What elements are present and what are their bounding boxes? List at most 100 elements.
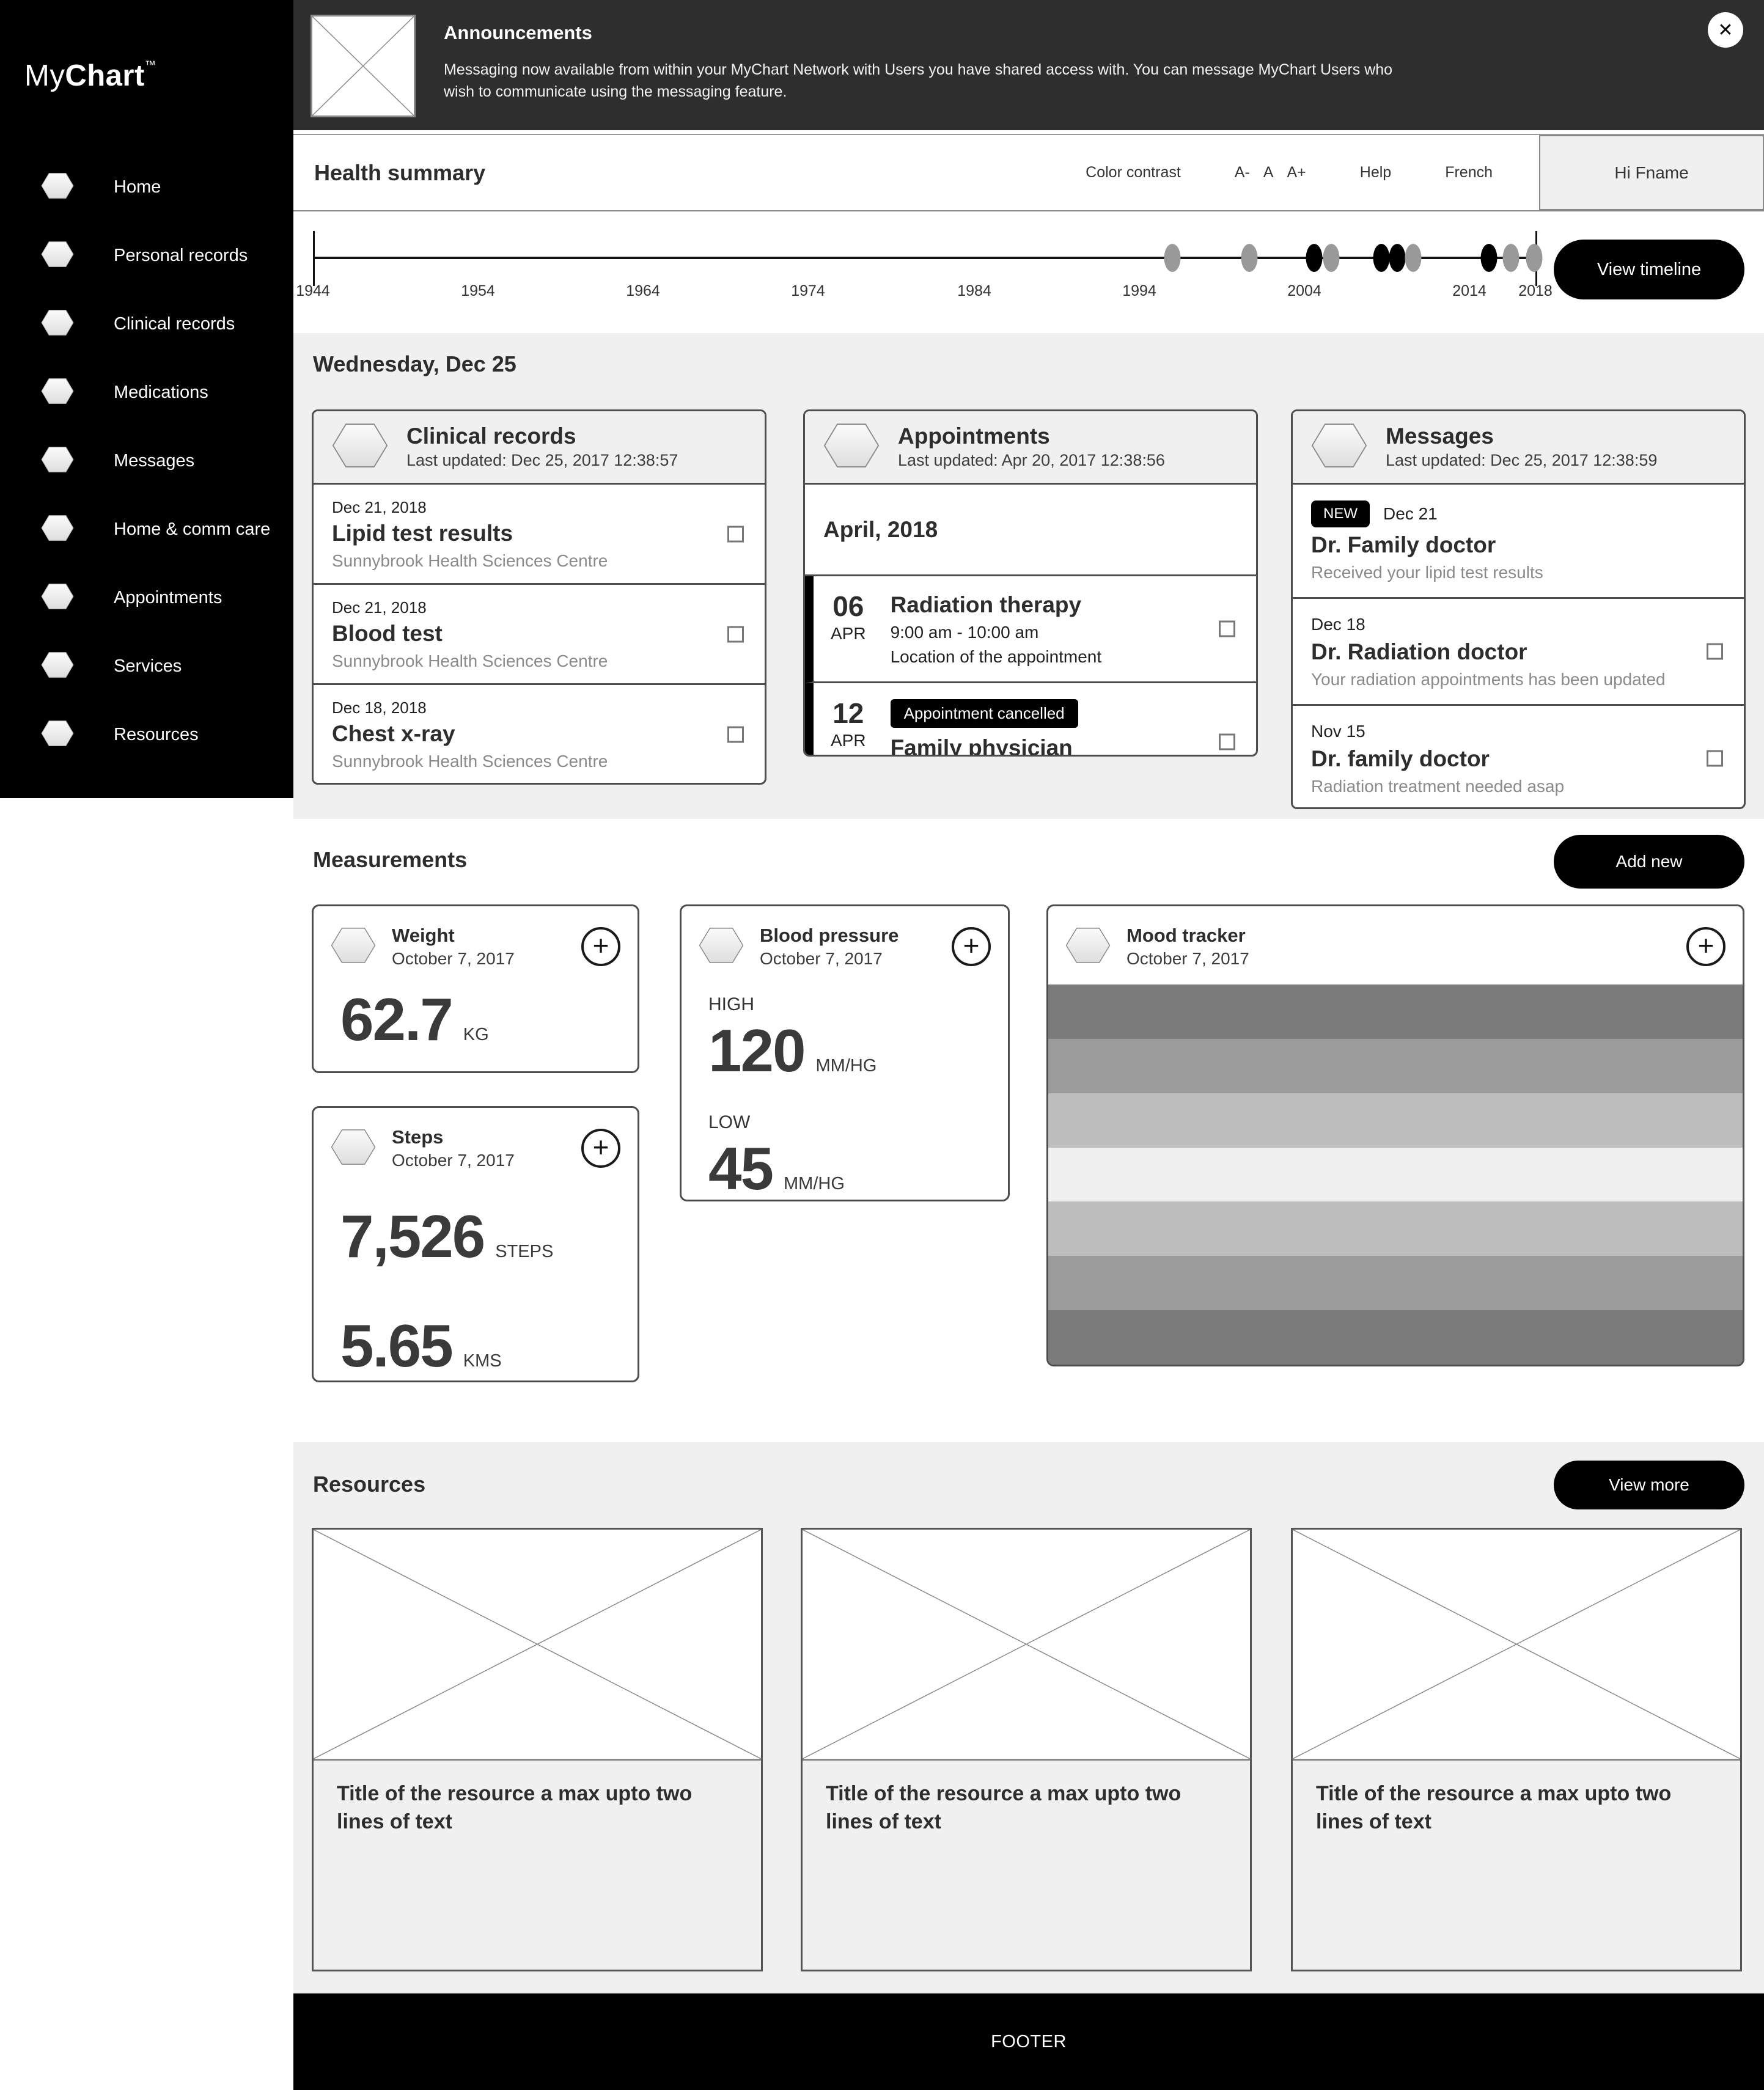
resource-card[interactable]: Title of the resource a max upto two lin… xyxy=(801,1528,1252,1971)
message-checkbox[interactable] xyxy=(1707,643,1723,660)
message-checkbox[interactable] xyxy=(1707,750,1723,767)
timeline-year-label: 1944 xyxy=(296,282,330,299)
resource-title: Title of the resource a max upto two lin… xyxy=(1316,1782,1672,1833)
resource-card[interactable]: Title of the resource a max upto two lin… xyxy=(312,1528,763,1971)
close-icon[interactable]: ✕ xyxy=(1708,12,1743,48)
card-title: Messages xyxy=(1386,423,1494,449)
measurement-date: October 7, 2017 xyxy=(392,949,515,968)
font-larger-button[interactable]: A+ xyxy=(1287,164,1306,181)
message-row[interactable]: Dec 18 Dr. Radiation doctor Your radiati… xyxy=(1293,599,1744,706)
sidebar-item-label: Home xyxy=(114,177,161,197)
sidebar-item-label: Medications xyxy=(114,382,208,402)
sidebar-item-medications[interactable]: Medications xyxy=(0,358,293,427)
bp-high-unit: MM/HG xyxy=(815,1056,877,1076)
announcements-banner: Announcements Messaging now available fr… xyxy=(293,0,1764,130)
add-measurement-icon[interactable]: + xyxy=(581,1129,620,1168)
record-title: Lipid test results xyxy=(332,521,513,546)
footer-text: FOOTER xyxy=(991,2031,1067,2052)
resource-card[interactable]: Title of the resource a max upto two lin… xyxy=(1291,1528,1742,1971)
card-title: Appointments xyxy=(898,423,1050,449)
resource-image-placeholder xyxy=(314,1530,761,1761)
measurements-section: Measurements Add new Weight October 7, 2… xyxy=(293,819,1764,1442)
bp-high-label: HIGH xyxy=(708,994,754,1014)
message-sender: Dr. Radiation doctor xyxy=(1311,639,1527,664)
hexagon-icon xyxy=(40,515,75,544)
weight-unit: KG xyxy=(463,1025,489,1044)
measurement-date: October 7, 2017 xyxy=(392,1151,515,1170)
help-link[interactable]: Help xyxy=(1359,164,1392,181)
appointment-title: Family physician xyxy=(890,735,1073,757)
font-smaller-button[interactable]: A- xyxy=(1234,164,1250,181)
timeline-year-label: 2018 xyxy=(1518,282,1553,299)
appointment-row[interactable]: 06 APR Radiation therapy 9:00 am - 10:00… xyxy=(805,576,1256,683)
sidebar-item-messages[interactable]: Messages xyxy=(0,427,293,495)
color-contrast-link[interactable]: Color contrast xyxy=(1086,164,1181,181)
sidebar-item-appointments[interactable]: Appointments xyxy=(0,563,293,632)
steps-value: 7,526 xyxy=(340,1203,485,1270)
timeline-track: 1944 1954 1964 1974 1984 1994 2004 2014 2018 xyxy=(296,211,1553,333)
message-row[interactable]: Nov 15 Dr. family doctor Radiation treat… xyxy=(1293,706,1744,807)
hexagon-icon xyxy=(823,423,880,471)
message-row[interactable]: NEW Dec 21 Dr. Family doctor Received yo… xyxy=(1293,485,1744,599)
appointments-card-header: Appointments Last updated: Apr 20, 2017 … xyxy=(805,411,1256,485)
health-timeline: 1944 1954 1964 1974 1984 1994 2004 2014 2018 Vie… xyxy=(293,211,1764,333)
steps-unit: STEPS xyxy=(495,1242,554,1261)
record-title: Chest x-ray xyxy=(332,721,455,746)
add-measurement-icon[interactable]: + xyxy=(1686,927,1725,966)
bp-low-label: LOW xyxy=(708,1112,751,1132)
record-date: Dec 21, 2018 xyxy=(332,598,427,617)
sidebar-item-resources[interactable]: Resources xyxy=(0,700,293,769)
view-more-button[interactable]: View more xyxy=(1554,1461,1744,1509)
record-location: Sunnybrook Health Sciences Centre xyxy=(332,752,608,771)
language-toggle-french[interactable]: French xyxy=(1445,164,1493,181)
sidebar-item-personal-records[interactable]: Personal records xyxy=(0,221,293,290)
font-default-button[interactable]: A xyxy=(1263,164,1274,181)
sidebar-item-services[interactable]: Services xyxy=(0,632,293,700)
record-checkbox[interactable] xyxy=(727,626,744,642)
announcement-image-placeholder xyxy=(311,15,416,117)
appointment-month: APR xyxy=(831,731,866,750)
add-new-button[interactable]: Add new xyxy=(1554,835,1744,889)
mood-stripe xyxy=(1048,1093,1743,1148)
clinical-record-row[interactable]: Dec 18, 2018 Chest x-ray Sunnybrook Heal… xyxy=(314,685,765,783)
message-subject: Radiation treatment needed asap xyxy=(1311,777,1565,796)
resource-image-placeholder xyxy=(1293,1530,1740,1761)
bp-high-value: 120 xyxy=(708,1017,806,1084)
view-timeline-button[interactable]: View timeline xyxy=(1554,240,1744,299)
sidebar-item-home-comm-care[interactable]: Home & comm care xyxy=(0,495,293,563)
timeline-event-dot xyxy=(1306,244,1323,272)
sidebar-item-label: Personal records xyxy=(114,245,248,265)
appointment-location: Location of the appointment xyxy=(890,647,1102,666)
appointment-checkbox[interactable] xyxy=(1219,620,1235,637)
appointment-row[interactable]: 12 APR Appointment cancelled Family phys… xyxy=(805,683,1256,757)
logo-trademark: ™ xyxy=(144,59,156,71)
record-checkbox[interactable] xyxy=(727,726,744,743)
weight-value: 62.7 xyxy=(340,986,454,1053)
resources-heading: Resources xyxy=(313,1472,426,1497)
user-greeting[interactable]: Hi Fname xyxy=(1539,135,1764,210)
footer: FOOTER xyxy=(293,1993,1764,2090)
add-measurement-icon[interactable]: + xyxy=(581,927,620,966)
hexagon-icon xyxy=(40,446,75,476)
add-measurement-icon[interactable]: + xyxy=(952,927,991,966)
clinical-records-card-header: Clinical records Last updated: Dec 25, 2… xyxy=(314,411,765,485)
sidebar-item-label: Appointments xyxy=(114,587,222,607)
card-last-updated: Last updated: Dec 25, 2017 12:38:57 xyxy=(406,451,678,470)
sidebar-item-clinical-records[interactable]: Clinical records xyxy=(0,290,293,358)
record-title: Blood test xyxy=(332,621,443,646)
sidebar-item-home[interactable]: Home xyxy=(0,153,293,221)
clinical-record-row[interactable]: Dec 21, 2018 Blood test Sunnybrook Healt… xyxy=(314,585,765,685)
timeline-event-dot xyxy=(1323,244,1340,272)
messages-card: Messages Last updated: Dec 25, 2017 12:3… xyxy=(1291,409,1746,809)
mychart-logo[interactable]: MyChart™ xyxy=(24,59,156,93)
timeline-year-label: 1984 xyxy=(957,282,991,299)
timeline-event-dot xyxy=(1526,244,1543,272)
clinical-record-row[interactable]: Dec 21, 2018 Lipid test results Sunnybro… xyxy=(314,485,765,585)
card-title: Clinical records xyxy=(406,423,576,449)
measurement-date: October 7, 2017 xyxy=(760,949,883,968)
appointment-checkbox[interactable] xyxy=(1219,733,1235,750)
timeline-event-dot xyxy=(1389,244,1406,272)
sidebar-item-label: Clinical records xyxy=(114,314,235,334)
record-checkbox[interactable] xyxy=(727,526,744,542)
